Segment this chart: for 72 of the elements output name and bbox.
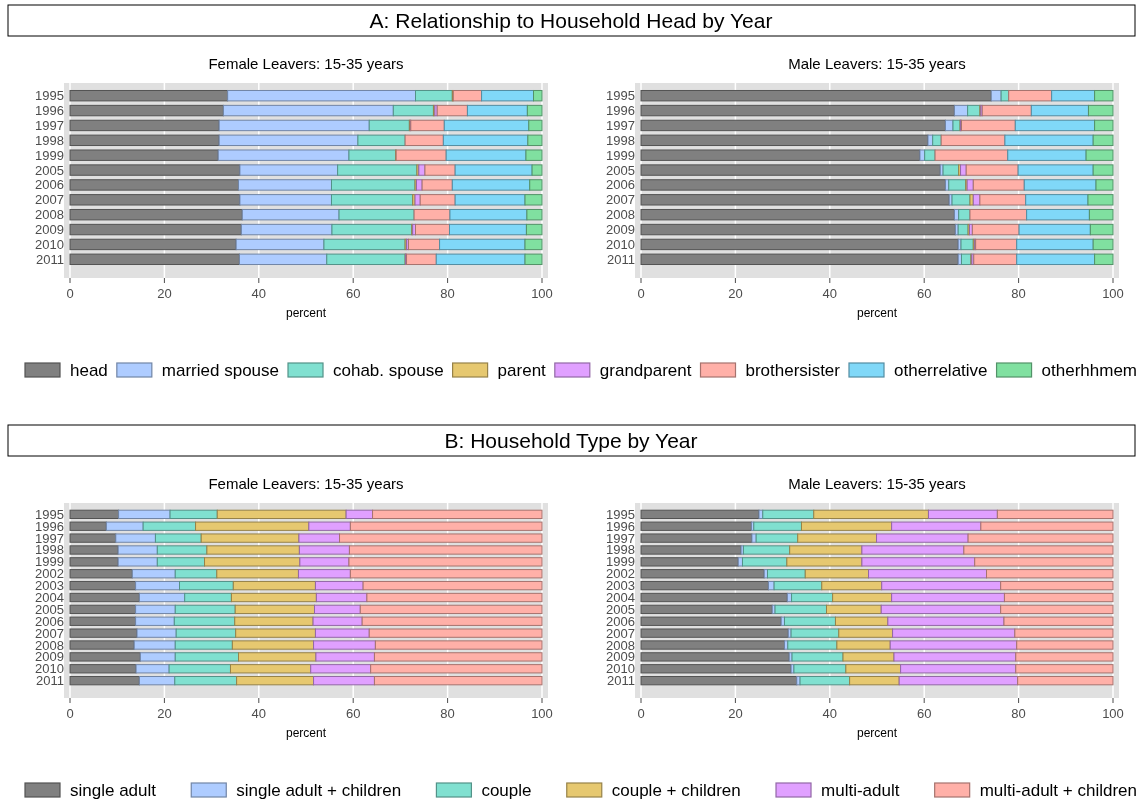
- y-tick-label: 2006: [606, 177, 635, 193]
- x-axis-title: percent: [856, 306, 898, 320]
- legend-label: grandparent: [599, 361, 692, 380]
- y-tick-label: 2005: [606, 162, 635, 178]
- y-tick-label: 1995: [606, 88, 635, 104]
- legend-label: parent: [497, 361, 547, 380]
- x-tick-label: 60: [345, 286, 361, 301]
- y-tick-label: 2010: [606, 236, 635, 252]
- x-tick-label: 0: [66, 286, 74, 301]
- text: A: Relationship to Household Head by Year: [369, 9, 773, 32]
- legend-label: cohab. spouse: [333, 361, 444, 380]
- y-tick-label: 2011: [607, 251, 635, 267]
- x-tick-label: 100: [1102, 706, 1124, 721]
- x-tick-label: 40: [822, 706, 838, 721]
- x-tick-label: 40: [251, 286, 267, 301]
- x-tick-label: 100: [531, 286, 553, 301]
- x-tick-label: 80: [440, 706, 455, 721]
- x-tick-label: 40: [822, 286, 838, 301]
- y-tick-label: 2008: [35, 207, 64, 223]
- legend-label: couple + children: [611, 781, 741, 800]
- x-tick-label: 0: [66, 706, 74, 721]
- y-tick-label: 1998: [606, 132, 635, 148]
- x-tick-label: 100: [531, 706, 553, 721]
- legend-label: brothersister: [745, 361, 841, 380]
- x-tick-label: 0: [637, 286, 645, 301]
- y-tick-label: 2009: [35, 222, 64, 238]
- x-axis-title: percent: [285, 726, 327, 740]
- x-axis-title: percent: [856, 726, 898, 740]
- y-tick-label: 2011: [36, 251, 64, 267]
- y-tick-label: 2006: [35, 177, 64, 193]
- x-tick-label: 20: [157, 706, 172, 721]
- x-tick-label: 20: [728, 286, 743, 301]
- y-tick-label: 1999: [606, 147, 635, 163]
- x-tick-label: 60: [916, 706, 932, 721]
- x-tick-label: 80: [1011, 286, 1026, 301]
- y-tick-label: 1997: [35, 117, 64, 133]
- chart-title: Female Leavers: 15-35 years: [208, 55, 404, 72]
- chart-title: Female Leavers: 15-35 years: [208, 475, 404, 492]
- y-tick-label: 2007: [35, 192, 64, 208]
- y-tick-label: 2008: [606, 207, 635, 223]
- x-tick-label: 0: [637, 706, 645, 721]
- x-tick-label: 60: [345, 706, 361, 721]
- x-tick-label: 60: [916, 286, 932, 301]
- legend-label: head: [70, 361, 108, 380]
- x-tick-label: 40: [251, 706, 267, 721]
- legend-label: otherhhmem: [1041, 361, 1137, 380]
- y-tick-label: 2009: [606, 222, 635, 238]
- y-tick-label: 1998: [35, 132, 64, 148]
- y-tick-label: 1999: [35, 147, 64, 163]
- legend-label: otherrelative: [894, 361, 988, 380]
- legend-label: single adult: [70, 781, 157, 800]
- y-tick-label: 2007: [606, 192, 635, 208]
- x-tick-label: 20: [728, 706, 743, 721]
- y-tick-label: 1995: [35, 88, 64, 104]
- y-tick-label: 2005: [35, 162, 64, 178]
- y-tick-label: 1997: [606, 117, 635, 133]
- x-tick-label: 80: [440, 286, 455, 301]
- legend-label: single adult + children: [236, 781, 402, 800]
- chart-title: Male Leavers: 15-35 years: [788, 475, 966, 492]
- x-tick-label: 100: [1102, 286, 1124, 301]
- y-tick-label: 2010: [35, 236, 64, 252]
- y-tick-label: 1996: [35, 103, 64, 119]
- x-axis-title: percent: [285, 306, 327, 320]
- legend-label: multi-adult: [821, 781, 900, 800]
- text: B: Household Type by Year: [444, 429, 698, 452]
- legend-label: couple: [481, 781, 532, 800]
- legend-label: married spouse: [161, 361, 279, 380]
- x-tick-label: 20: [157, 286, 172, 301]
- x-tick-label: 80: [1011, 706, 1026, 721]
- y-tick-label: 1996: [606, 103, 635, 119]
- chart-title: Male Leavers: 15-35 years: [788, 55, 966, 72]
- legend-label: multi-adult + children: [979, 781, 1137, 800]
